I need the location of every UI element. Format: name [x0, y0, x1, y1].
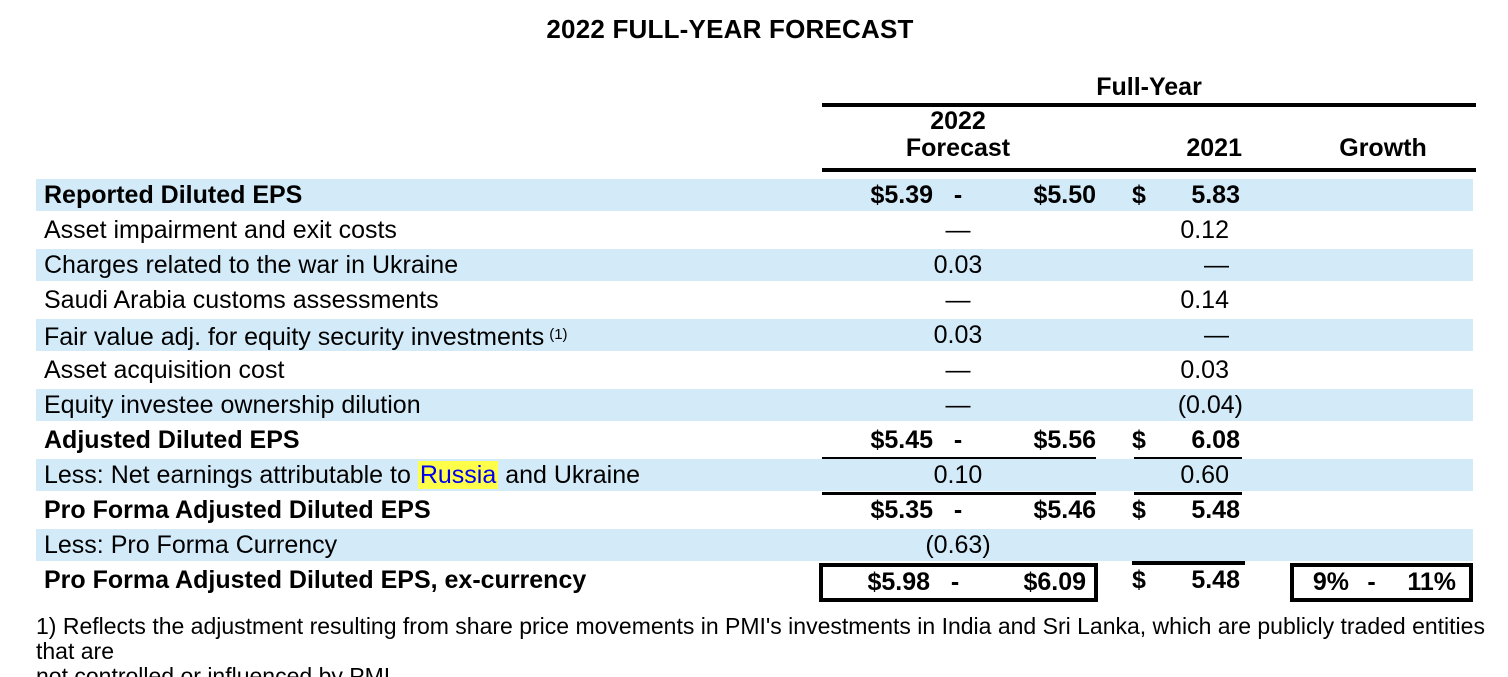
value-2021: 0.03 — [1180, 356, 1229, 384]
row-label: Less: Pro Forma Currency — [44, 531, 338, 559]
table-row: Equity investee ownership dilution — (0.… — [36, 389, 1473, 424]
forecast-low-value: $5.98 — [867, 568, 930, 596]
total-rule-2021 — [1132, 561, 1245, 565]
forecast-value: (0.63) — [925, 531, 991, 559]
subtotal-rule-forecast — [822, 457, 1096, 460]
table-row: Charges related to the war in Ukraine 0.… — [36, 249, 1473, 284]
range-dash: - — [1367, 568, 1376, 596]
range-dash: - — [953, 181, 963, 209]
table-row: Pro Forma Adjusted Diluted EPS $5.35 - $… — [36, 494, 1473, 529]
table-row: Asset acquisition cost — 0.03 — [36, 354, 1473, 389]
currency-symbol: $ — [1132, 426, 1146, 454]
row-label: Asset acquisition cost — [44, 356, 285, 384]
forecast-low-value: $5.45 — [870, 426, 933, 454]
header-rule-bottom — [822, 168, 1476, 172]
table-row: Asset impairment and exit costs — 0.12 — [36, 214, 1473, 249]
row-label: Saudi Arabia customs assessments — [44, 286, 439, 314]
forecast-value: — — [945, 356, 971, 384]
range-dash: - — [953, 426, 963, 454]
forecast-value: 0.10 — [933, 461, 983, 489]
row-label: Charges related to the war in Ukraine — [44, 251, 459, 279]
value-2021: $5.48 — [1132, 566, 1240, 594]
footnote-marker: (1) — [549, 326, 568, 343]
subtotal-rule-forecast — [822, 492, 1096, 495]
value-2021: — — [1204, 321, 1229, 349]
row-label: Fair value adj. for equity security inve… — [44, 323, 568, 351]
currency-symbol: $ — [1132, 566, 1146, 594]
table-row: Less: Net earnings attributable to Russi… — [36, 459, 1473, 494]
russia-link[interactable]: Russia — [417, 461, 499, 489]
currency-symbol: $ — [1132, 181, 1146, 209]
forecast-low-value: $5.35 — [870, 496, 933, 524]
forecast-high-value: $5.50 — [1033, 181, 1096, 209]
column-header-growth: Growth — [1339, 134, 1427, 162]
footnote-line-1: 1) Reflects the adjustment resulting fro… — [36, 613, 1485, 664]
table-row: Less: Pro Forma Currency (0.63) — [36, 529, 1473, 564]
row-label: Less: Net earnings attributable to Russi… — [44, 461, 640, 489]
growth-range-box: 9% - 11% — [1290, 563, 1473, 602]
footnote: 1) Reflects the adjustment resulting fro… — [36, 614, 1496, 677]
subtotal-rule-2021 — [1134, 457, 1242, 460]
forecast-value: — — [945, 216, 971, 244]
forecast-value: 0.03 — [933, 321, 983, 349]
column-header-2022-forecast: 2022 Forecast — [848, 108, 1068, 162]
forecast-value: — — [945, 391, 971, 419]
forecast-low-value: $5.39 — [870, 181, 933, 209]
row-label: Pro Forma Adjusted Diluted EPS — [44, 496, 431, 524]
total-box-forecast: $5.98 - $6.09 — [819, 563, 1098, 602]
growth-high-value: 11% — [1407, 568, 1456, 596]
table-row: Reported Diluted EPS $5.39 - $5.50 $5.83 — [36, 179, 1473, 214]
row-label: Reported Diluted EPS — [44, 181, 303, 209]
value-2021: $5.48 — [1132, 496, 1240, 524]
growth-low-value: 9% — [1312, 568, 1349, 596]
currency-symbol: $ — [1132, 496, 1146, 524]
value-2021: 0.12 — [1180, 216, 1229, 244]
forecast-high-value: $5.46 — [1033, 496, 1096, 524]
range-dash: - — [950, 568, 960, 596]
page-title: 2022 FULL-YEAR FORECAST — [546, 14, 914, 44]
value-2021: — — [1204, 251, 1229, 279]
range-dash: - — [953, 496, 963, 524]
column-header-2021: 2021 — [1186, 134, 1242, 162]
forecast-high-value: $5.56 — [1033, 426, 1096, 454]
forecast-high-value: $6.09 — [1023, 568, 1086, 596]
subtotal-rule-2021 — [1134, 492, 1242, 495]
column-header-2022: 2022 — [930, 107, 986, 135]
value-2021: 0.14 — [1180, 286, 1229, 314]
table-row: Fair value adj. for equity security inve… — [36, 319, 1473, 354]
row-label: Equity investee ownership dilution — [44, 391, 421, 419]
forecast-value: — — [945, 286, 971, 314]
value-2021: $5.83 — [1132, 181, 1240, 209]
table-row: Adjusted Diluted EPS $5.45 - $5.56 $6.08 — [36, 424, 1473, 459]
header-rule-top — [822, 103, 1476, 107]
row-label: Pro Forma Adjusted Diluted EPS, ex-curre… — [44, 566, 587, 594]
value-2021: $6.08 — [1132, 426, 1240, 454]
row-label: Asset impairment and exit costs — [44, 216, 397, 244]
table-row: Pro Forma Adjusted Diluted EPS, ex-curre… — [36, 563, 1473, 602]
row-label: Adjusted Diluted EPS — [44, 426, 300, 454]
column-group-header: Full-Year — [1096, 73, 1202, 101]
footnote-line-2: not controlled or influenced by PMI — [36, 663, 391, 677]
value-2021: (0.04) — [1177, 391, 1243, 419]
column-header-forecast: Forecast — [905, 134, 1011, 162]
value-2021: 0.60 — [1180, 461, 1229, 489]
forecast-value: 0.03 — [933, 251, 983, 279]
table-row: Saudi Arabia customs assessments — 0.14 — [36, 284, 1473, 319]
